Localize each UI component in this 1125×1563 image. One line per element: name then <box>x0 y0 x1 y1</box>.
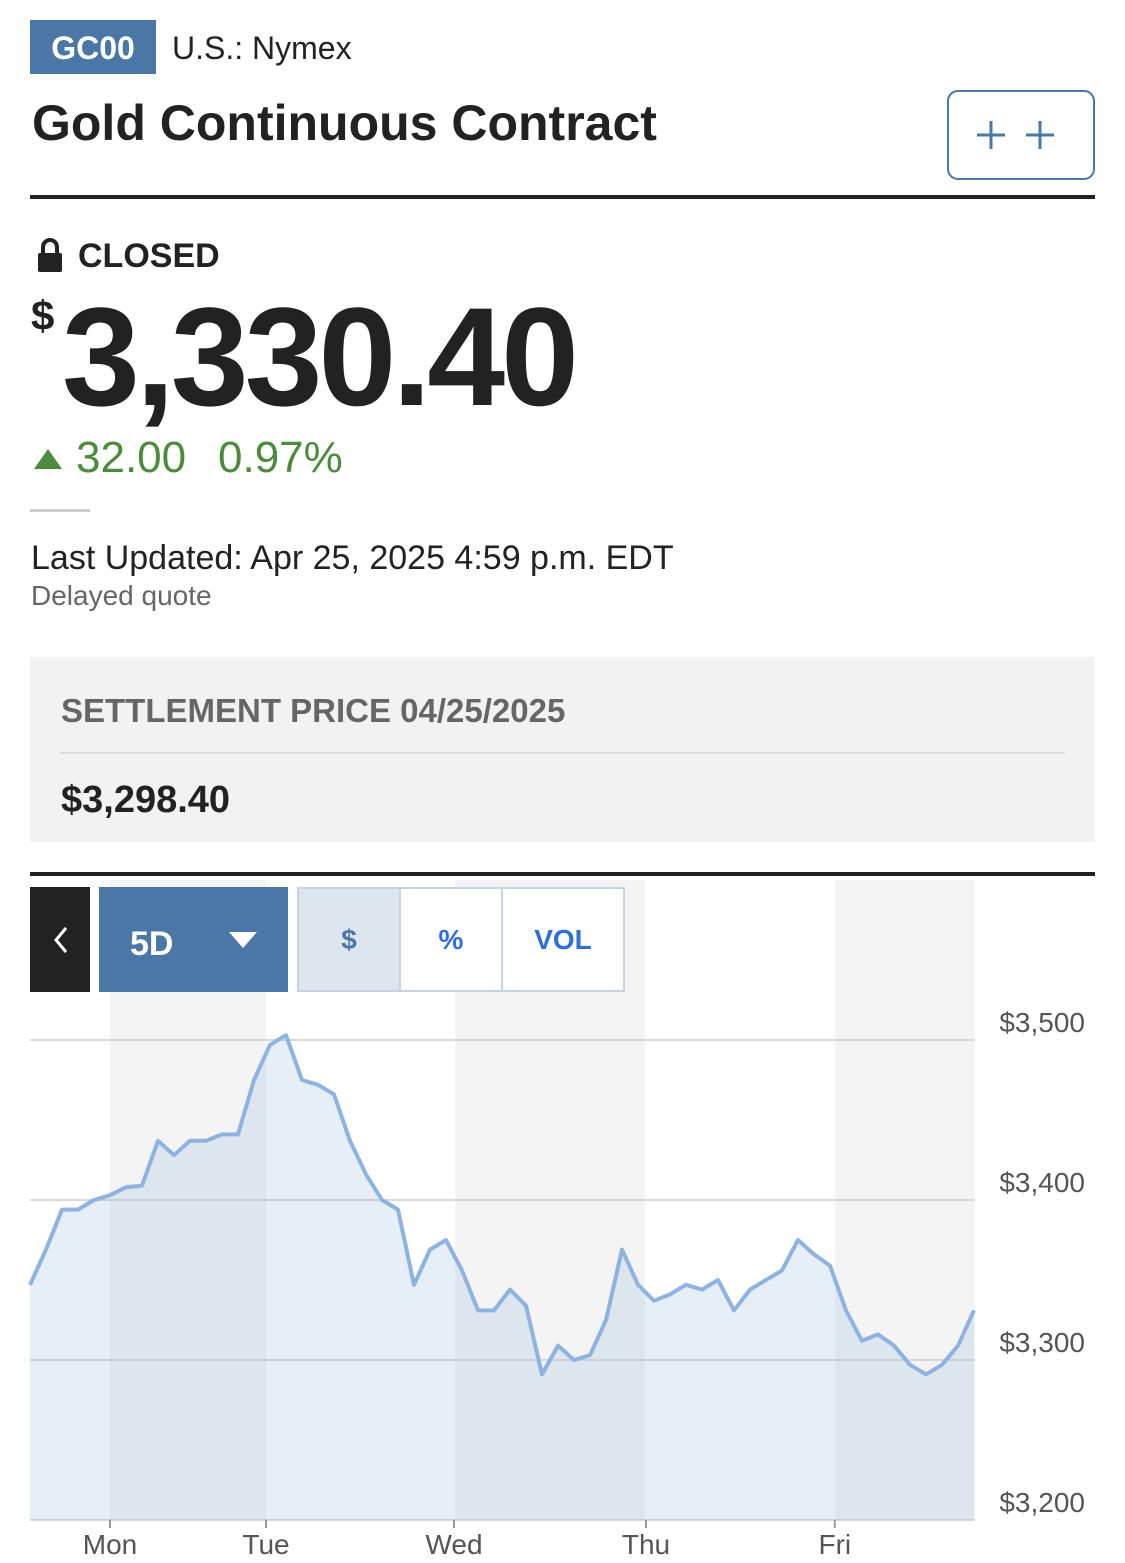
y-tick-label: $3,300 <box>999 1327 1085 1358</box>
mode-label: VOL <box>534 924 592 955</box>
x-tick-label: Wed <box>425 1529 482 1560</box>
chart: $3,200 $3,300 $3,400 $3,500 Mon Tue Wed Thu Fri <box>28 1007 1085 1560</box>
range-select[interactable]: 5D <box>99 887 288 992</box>
settlement-value: $3,298.40 <box>61 779 230 821</box>
symbol: GC00 <box>51 30 135 66</box>
currency: $ <box>31 292 54 339</box>
x-tick-label: Tue <box>242 1529 289 1560</box>
x-tick-label: Mon <box>83 1529 137 1560</box>
line <box>28 1033 976 1377</box>
last-updated: Last Updated: Apr 25, 2025 4:59 p.m. EDT <box>31 539 674 577</box>
watchlist-button[interactable] <box>947 90 1095 180</box>
change: 32.00 <box>76 433 186 482</box>
back-button[interactable] <box>30 887 90 992</box>
exchange: U.S.: Nymex <box>172 30 352 66</box>
divider <box>30 509 90 512</box>
mode-button[interactable] <box>297 887 401 992</box>
area <box>30 1035 974 1520</box>
title: Gold Continuous Contract <box>32 95 657 151</box>
divider <box>60 752 1065 754</box>
y-tick-label: $3,400 <box>999 1167 1085 1198</box>
divider <box>30 195 1095 199</box>
settlement-panel <box>30 657 1095 842</box>
mode-button[interactable] <box>399 887 503 992</box>
delay-note: Delayed quote <box>31 580 212 611</box>
x-tick-label: Thu <box>622 1529 670 1560</box>
range-label: 5D <box>130 925 173 963</box>
x-tick-label: Fri <box>818 1529 851 1560</box>
mode-button[interactable] <box>501 887 625 992</box>
up-arrow <box>34 449 62 469</box>
change-percent: 0.97% <box>218 433 343 482</box>
y-tick-label: $3,200 <box>999 1487 1085 1518</box>
y-tick-label: $3,500 <box>999 1007 1085 1038</box>
divider <box>30 872 1095 876</box>
price: 3,330.40 <box>62 278 575 435</box>
mode-label: % <box>439 924 464 955</box>
lock-icon <box>38 238 62 272</box>
mode-label: $ <box>341 924 357 955</box>
market-status: CLOSED <box>78 237 220 275</box>
symbol-badge <box>30 20 156 74</box>
settlement-label: SETTLEMENT PRICE 04/25/2025 <box>61 692 565 729</box>
